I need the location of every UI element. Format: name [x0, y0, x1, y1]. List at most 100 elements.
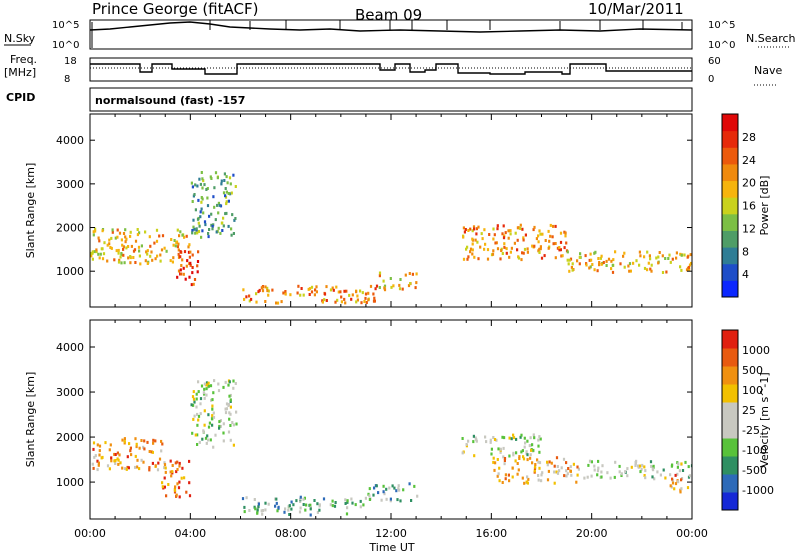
- pixel-r6: [516, 472, 519, 476]
- pixel-r7: [587, 463, 590, 467]
- colorbar-segment: [722, 247, 738, 265]
- pixel-r3: [288, 504, 291, 508]
- pixel-r2: [227, 430, 231, 434]
- pixel-r6: [534, 463, 537, 466]
- pixel-r0: [117, 458, 120, 462]
- pixel-r3: [264, 285, 267, 289]
- pixel-r0: [156, 468, 160, 472]
- pixel-r5: [509, 250, 512, 254]
- pixel-r8: [677, 480, 680, 484]
- pixel-r0: [134, 465, 137, 469]
- pixel-r5: [526, 247, 529, 251]
- pixel-r0: [123, 467, 127, 471]
- nsky-trace: [89, 21, 693, 33]
- pixel-r7: [640, 467, 643, 471]
- pixel-r7: [635, 459, 638, 463]
- pixel-r2: [229, 182, 232, 186]
- pixel-r6: [518, 457, 521, 460]
- pixel-r6: [657, 261, 660, 265]
- pixel-r3: [284, 507, 287, 511]
- pixel-r3: [267, 293, 270, 297]
- pixel-r7: [638, 464, 642, 468]
- pixel-r5: [474, 238, 477, 242]
- pixel-r6: [546, 463, 549, 467]
- cpid-panel: [89, 87, 693, 112]
- pixel-r3: [241, 497, 245, 501]
- pixel-r1: [187, 250, 191, 254]
- y-axis-label: Slant Range [km]: [24, 163, 37, 259]
- pixel-r7: [653, 477, 656, 481]
- pixel-r0: [94, 227, 97, 231]
- pixel-r6: [578, 262, 581, 266]
- pixel-r4: [402, 488, 405, 492]
- pixel-r6: [566, 258, 569, 262]
- pixel-r3: [345, 512, 349, 516]
- pixel-r0: [137, 245, 141, 249]
- pixel-r6: [507, 473, 510, 477]
- pixel-r2: [227, 199, 230, 203]
- pixel-r0: [148, 466, 151, 470]
- pixel-r6: [501, 481, 504, 484]
- pixel-r1: [196, 264, 199, 268]
- pixel-r3: [307, 287, 310, 291]
- pixel-r3: [373, 296, 376, 300]
- pixel-r5: [531, 244, 534, 248]
- pixel-r3: [261, 286, 264, 290]
- pixel-r6: [593, 268, 596, 272]
- colorbar-segment: [722, 213, 738, 231]
- pixel-r3: [250, 297, 253, 301]
- pixel-r5: [532, 433, 535, 437]
- pixel-r2: [199, 397, 203, 401]
- pixel-r2: [233, 218, 236, 222]
- pixel-r2: [195, 227, 198, 231]
- pixel-r5: [499, 257, 502, 261]
- colorbar-tick-label: 8: [742, 245, 749, 258]
- colorbar-segment: [722, 402, 738, 421]
- pixel-r7: [676, 465, 679, 469]
- pixel-r5: [547, 246, 550, 250]
- pixel-r2: [234, 382, 237, 385]
- pixel-r3: [337, 290, 340, 294]
- pixel-r5: [501, 252, 504, 255]
- pixel-r3: [308, 287, 312, 291]
- pixel-r4: [380, 498, 383, 502]
- pixel-r7: [600, 470, 603, 474]
- pixel-r6: [538, 466, 541, 470]
- pixel-r2: [216, 203, 219, 207]
- pixel-r5: [462, 235, 465, 239]
- pixel-r0: [116, 228, 119, 232]
- pixel-r3: [345, 289, 348, 293]
- pixel-r3: [288, 513, 291, 516]
- pixel-r6: [607, 257, 611, 261]
- pixel-r3: [303, 496, 306, 500]
- pixel-r5: [515, 451, 518, 455]
- pixel-r6: [504, 477, 507, 481]
- pixel-r3: [364, 496, 367, 500]
- pixel-r2: [232, 386, 235, 390]
- pixel-r5: [496, 227, 499, 231]
- pixel-r2: [192, 225, 195, 229]
- pixel-r6: [502, 455, 505, 459]
- pixel-r2: [220, 221, 223, 225]
- pixel-r0: [92, 233, 95, 237]
- pixel-r3: [316, 510, 319, 514]
- pixel-r3: [375, 284, 379, 288]
- pixel-r6: [622, 254, 625, 258]
- freq-label-line1: Freq.: [10, 53, 37, 66]
- pixel-r5: [517, 256, 521, 260]
- pixel-r6: [526, 481, 529, 485]
- pixel-r2: [195, 229, 198, 233]
- pixel-r3: [367, 298, 370, 302]
- pixel-r1: [161, 481, 164, 485]
- pixel-r2: [232, 423, 235, 427]
- pixel-r6: [588, 258, 591, 262]
- pixel-r2: [210, 212, 213, 216]
- pixel-r5: [489, 440, 492, 444]
- colorbar-segment: [722, 130, 738, 148]
- pixel-r2: [217, 389, 221, 393]
- pixel-r2: [192, 417, 195, 421]
- pixel-r0: [90, 254, 93, 258]
- pixel-r0: [152, 441, 155, 445]
- pixel-r6: [497, 472, 500, 476]
- pixel-r1: [178, 461, 181, 465]
